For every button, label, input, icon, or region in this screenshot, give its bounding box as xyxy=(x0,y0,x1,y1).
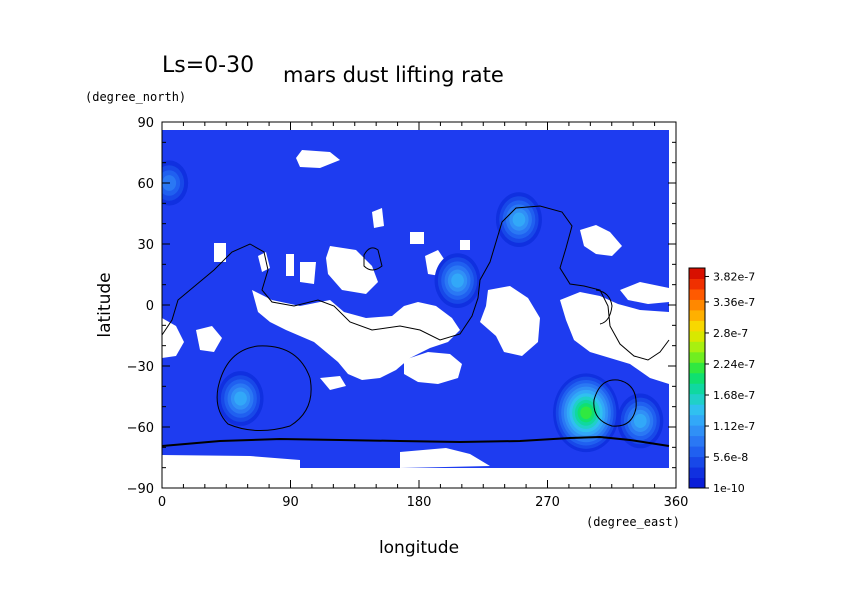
no-data-blob-c xyxy=(460,240,470,250)
x-unit-label: (degree_east) xyxy=(586,515,680,529)
colorbar-label: 2.8e-7 xyxy=(713,327,748,340)
contour-tharsis xyxy=(162,205,670,361)
no-data-blob-h xyxy=(300,262,316,284)
y-tick-label: 90 xyxy=(137,116,154,131)
no-data-right-top xyxy=(620,282,669,304)
hotspot-1-level-11 xyxy=(580,406,592,420)
no-data-east-patch xyxy=(480,286,540,356)
dust-field xyxy=(162,130,670,488)
no-data-blob-j xyxy=(326,246,378,294)
x-tick-label: 90 xyxy=(282,495,299,510)
colorbar-swatch xyxy=(689,446,705,458)
hotspot-0-level-6 xyxy=(234,391,247,406)
no-data-regions xyxy=(162,150,669,488)
colorbar-label: 3.36e-7 xyxy=(713,296,755,309)
colorbar-swatch xyxy=(689,278,705,290)
axis-ticks xyxy=(161,121,677,489)
colorbar-swatch xyxy=(689,268,705,279)
title-prefix: Ls=0-30 xyxy=(162,53,254,78)
colorbar-swatch xyxy=(689,404,705,416)
no-data-west-mid xyxy=(196,326,222,352)
x-axis-title: longitude xyxy=(379,538,459,558)
no-data-blob-b xyxy=(410,232,424,244)
no-data-equator-band xyxy=(252,290,460,380)
colorbar-swatch xyxy=(689,309,705,321)
colorbar-label: 3.82e-7 xyxy=(713,270,755,283)
y-tick-label: 30 xyxy=(137,238,154,253)
hotspot-layer xyxy=(162,160,664,453)
colorbar: 1e-10 5.6e-8 1.12e-7 1.68e-7 2.24e-7 2.8e-7 3.… xyxy=(688,267,755,495)
no-data-north-strip xyxy=(296,150,340,168)
no-data-south-strip xyxy=(162,468,669,488)
colorbar-label: 1.68e-7 xyxy=(713,389,755,402)
colorbar-swatch xyxy=(689,362,705,374)
hotspot-2-level-6 xyxy=(633,413,647,428)
colorbar-label: 5.6e-8 xyxy=(713,451,748,464)
no-data-blob-g xyxy=(286,254,294,276)
colorbar-swatch xyxy=(689,393,705,405)
y-tick-label: 0 xyxy=(146,299,154,314)
x-tick-label: 180 xyxy=(407,495,432,510)
topography-contours xyxy=(162,205,670,432)
hotspot-3-level-6 xyxy=(512,212,526,227)
x-tick-label: 0 xyxy=(158,495,166,510)
no-data-east-right xyxy=(560,292,669,384)
no-data-lower-mid xyxy=(320,376,346,390)
contour-argyre xyxy=(593,379,637,427)
no-data-south-mid xyxy=(400,448,490,468)
colorbar-swatch xyxy=(689,320,705,332)
y-tick-label: 60 xyxy=(137,177,154,192)
colorbar-swatch xyxy=(689,435,705,447)
chart-title: mars dust lifting rate xyxy=(283,63,504,87)
colorbar-label: 2.24e-7 xyxy=(713,358,755,371)
colorbar-swatch xyxy=(689,414,705,426)
no-data-central-south xyxy=(404,352,462,384)
colorbar-frame xyxy=(688,267,706,489)
y-tick-label: −90 xyxy=(127,482,154,497)
colorbar-label: 1e-10 xyxy=(713,482,745,495)
axis-tick-labels: 0 90 180 270 360 −90 −60 −30 0 30 60 90 xyxy=(127,116,689,510)
colorbar-swatch xyxy=(689,299,705,311)
colorbar-swatch xyxy=(689,477,705,489)
y-tick-label: −30 xyxy=(127,360,154,375)
x-tick-label: 270 xyxy=(535,495,560,510)
colorbar-swatch xyxy=(689,288,705,300)
contour-east-loop xyxy=(595,289,613,325)
colorbar-swatch xyxy=(689,372,705,384)
no-data-south-west xyxy=(162,455,300,470)
colorbar-swatch xyxy=(689,456,705,468)
no-data-blob-d xyxy=(580,225,622,256)
hotspot-4-level-6 xyxy=(451,273,464,288)
south-polar-contour xyxy=(162,435,670,447)
colorbar-swatch xyxy=(689,425,705,437)
no-data-west-edge xyxy=(162,318,184,358)
x-tick-label: 360 xyxy=(664,495,689,510)
colorbar-swatch xyxy=(689,341,705,353)
colorbar-swatch xyxy=(689,351,705,363)
contour-elysium-loop xyxy=(363,247,383,271)
contour-hellas xyxy=(216,345,312,432)
y-unit-label: (degree_north) xyxy=(85,90,186,104)
colorbar-swatch xyxy=(689,383,705,395)
colorbar-label: 1.12e-7 xyxy=(713,420,755,433)
colorbar-swatch xyxy=(689,330,705,342)
no-data-blob-e xyxy=(214,243,226,262)
y-axis-title: latitude xyxy=(95,272,115,337)
no-data-blob-a xyxy=(372,208,384,228)
y-tick-label: −60 xyxy=(127,421,154,436)
colorbar-swatch xyxy=(689,467,705,479)
